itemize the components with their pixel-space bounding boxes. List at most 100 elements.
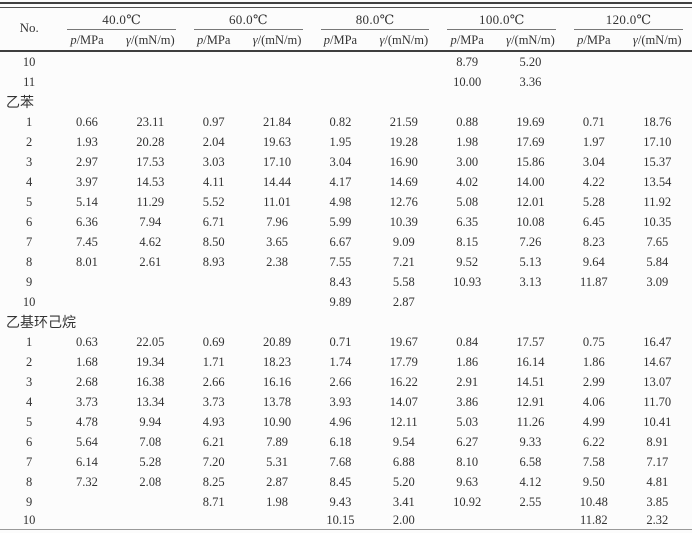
gamma-symbol: γ [252,32,258,47]
pressure-value [185,72,242,92]
row-number: 10 [22,294,36,309]
surface-tension-value: 2.08 [139,474,162,489]
pressure-value: 6.18 [329,434,352,449]
surface-tension-value: 7.96 [266,214,288,229]
row-number: 4 [26,174,33,189]
pressure-column-header: p/MPa [438,30,496,52]
pressure-value: 3.00 [456,154,479,169]
surface-tension-value: 7.94 [139,214,162,229]
pressure-value [58,51,115,72]
table-row: 8 8.01 2.61 8.93 2.38 7.55 7.21 9.52 5.13 9.64 5.8… [0,252,692,272]
pressure-value: 0.75 [582,334,605,349]
pressure-value: 9.52 [456,254,479,269]
gamma-symbol: γ [632,32,638,47]
table-row: 7 6.14 5.28 7.20 5.31 7.68 6.88 8.10 6.58 7.58 7.1… [0,452,692,472]
pressure-value: 0.66 [76,114,98,129]
pressure-value: 4.17 [329,174,352,189]
surface-tension-value: 9.09 [392,234,415,249]
table-row: 1 0.63 22.05 0.69 20.89 0.71 19.67 0.84 17.57 0.7… [0,332,692,352]
pressure-value: 5.03 [456,414,479,429]
pressure-value [438,512,495,530]
pressure-value: 7.45 [76,234,98,249]
surface-tension-value: 2.61 [139,254,162,269]
surface-tension-value: 16.38 [136,374,165,389]
surface-tension-value: 19.63 [263,134,292,149]
surface-tension-value [116,72,185,92]
table-row: 8 7.32 2.08 8.25 2.87 8.45 5.20 9.63 4.12 9.50 4.8… [0,472,692,492]
table-row: 5 5.14 11.29 5.52 11.01 4.98 12.76 5.08 12.01 5.2… [0,192,692,212]
pressure-symbol: p [450,32,457,47]
surface-tension-column-header: γ/(mN/m) [242,30,312,52]
gamma-unit: /(mN/m) [384,32,429,47]
pressure-value: 6.36 [76,214,98,229]
pressure-value: 6.22 [582,434,605,449]
pressure-value: 3.73 [76,394,98,409]
surface-tension-value: 3.36 [519,74,542,89]
surface-tension-value: 4.81 [646,474,669,489]
surface-tension-value: 14.44 [263,174,292,189]
surface-tension-value: 12.01 [516,194,545,209]
row-number: 10 [22,513,36,527]
table-row: 2 1.93 20.28 2.04 19.63 1.95 19.28 1.98 17.69 1.9… [0,132,692,152]
pressure-value: 4.99 [582,414,605,429]
surface-tension-value [496,512,565,530]
compound-section-label: 乙苯 [6,96,34,111]
pressure-value: 6.71 [202,214,225,229]
surface-tension-value: 3.09 [646,274,669,289]
surface-tension-value: 6.58 [519,454,542,469]
pressure-unit: /MPa [76,32,104,47]
surface-tension-column-header: γ/(mN/m) [622,30,692,52]
surface-tension-value: 5.84 [646,254,669,269]
pressure-value: 4.96 [329,414,352,429]
surface-tension-value: 11.70 [643,394,672,409]
pressure-value [312,72,369,92]
pressure-value: 3.04 [329,154,352,169]
pressure-value: 1.93 [76,134,98,149]
pressure-value: 4.78 [76,414,98,429]
pressure-value: 5.52 [202,194,225,209]
temp-header-120c: 120.0℃ [565,6,692,30]
pressure-value [565,51,622,72]
pressure-value: 5.28 [582,194,605,209]
pressure-value: 8.25 [202,474,225,489]
measurement-table: No. 40.0℃ 60.0℃ 80.0℃ 100.0℃ 120.0℃ p/ [0,6,692,530]
surface-tension-value: 19.28 [389,134,418,149]
pressure-value [185,512,242,530]
temp-label-40c: 40.0℃ [67,10,177,30]
pressure-value: 8.50 [202,234,225,249]
surface-tension-value: 2.87 [266,474,288,489]
pressure-value: 9.89 [329,294,352,309]
surface-tension-value: 22.05 [136,334,165,349]
pressure-value: 8.01 [76,254,98,269]
pressure-unit: /MPa [456,32,484,47]
pressure-value: 2.97 [76,154,98,169]
pressure-value: 2.68 [76,374,98,389]
pressure-value [185,292,242,312]
surface-tension-value: 10.39 [389,214,418,229]
surface-tension-value: 2.00 [392,513,415,527]
pressure-value: 2.66 [329,374,352,389]
table-row: 1 0.66 23.11 0.97 21.84 0.82 21.59 0.88 19.69 0.7… [0,112,692,132]
pressure-value [58,272,115,292]
surface-tension-value: 21.84 [263,114,292,129]
pressure-value: 6.67 [329,234,352,249]
pressure-value [58,292,115,312]
surface-tension-value: 11.01 [263,194,291,209]
row-number: 5 [26,414,33,429]
temp-header-80c: 80.0℃ [312,6,439,30]
row-number: 1 [26,114,33,129]
surface-tension-value: 8.91 [646,434,669,449]
table-row: 4 3.97 14.53 4.11 14.44 4.17 14.69 4.02 14.00 4.2… [0,172,692,192]
pressure-value: 10.48 [579,494,608,509]
table-row: 7 7.45 4.62 8.50 3.65 6.67 9.09 8.15 7.26 8.23 7.6… [0,232,692,252]
table-row: 10 8.79 5.20 [0,51,692,72]
surface-tension-value [116,512,185,530]
pressure-value [438,292,495,312]
pressure-value: 7.68 [329,454,352,469]
surface-tension-value: 23.11 [136,114,165,129]
row-number: 8 [26,474,33,489]
pressure-value [185,272,242,292]
surface-tension-value [369,51,438,72]
pressure-value: 3.03 [202,154,225,169]
surface-tension-value: 17.69 [516,134,545,149]
